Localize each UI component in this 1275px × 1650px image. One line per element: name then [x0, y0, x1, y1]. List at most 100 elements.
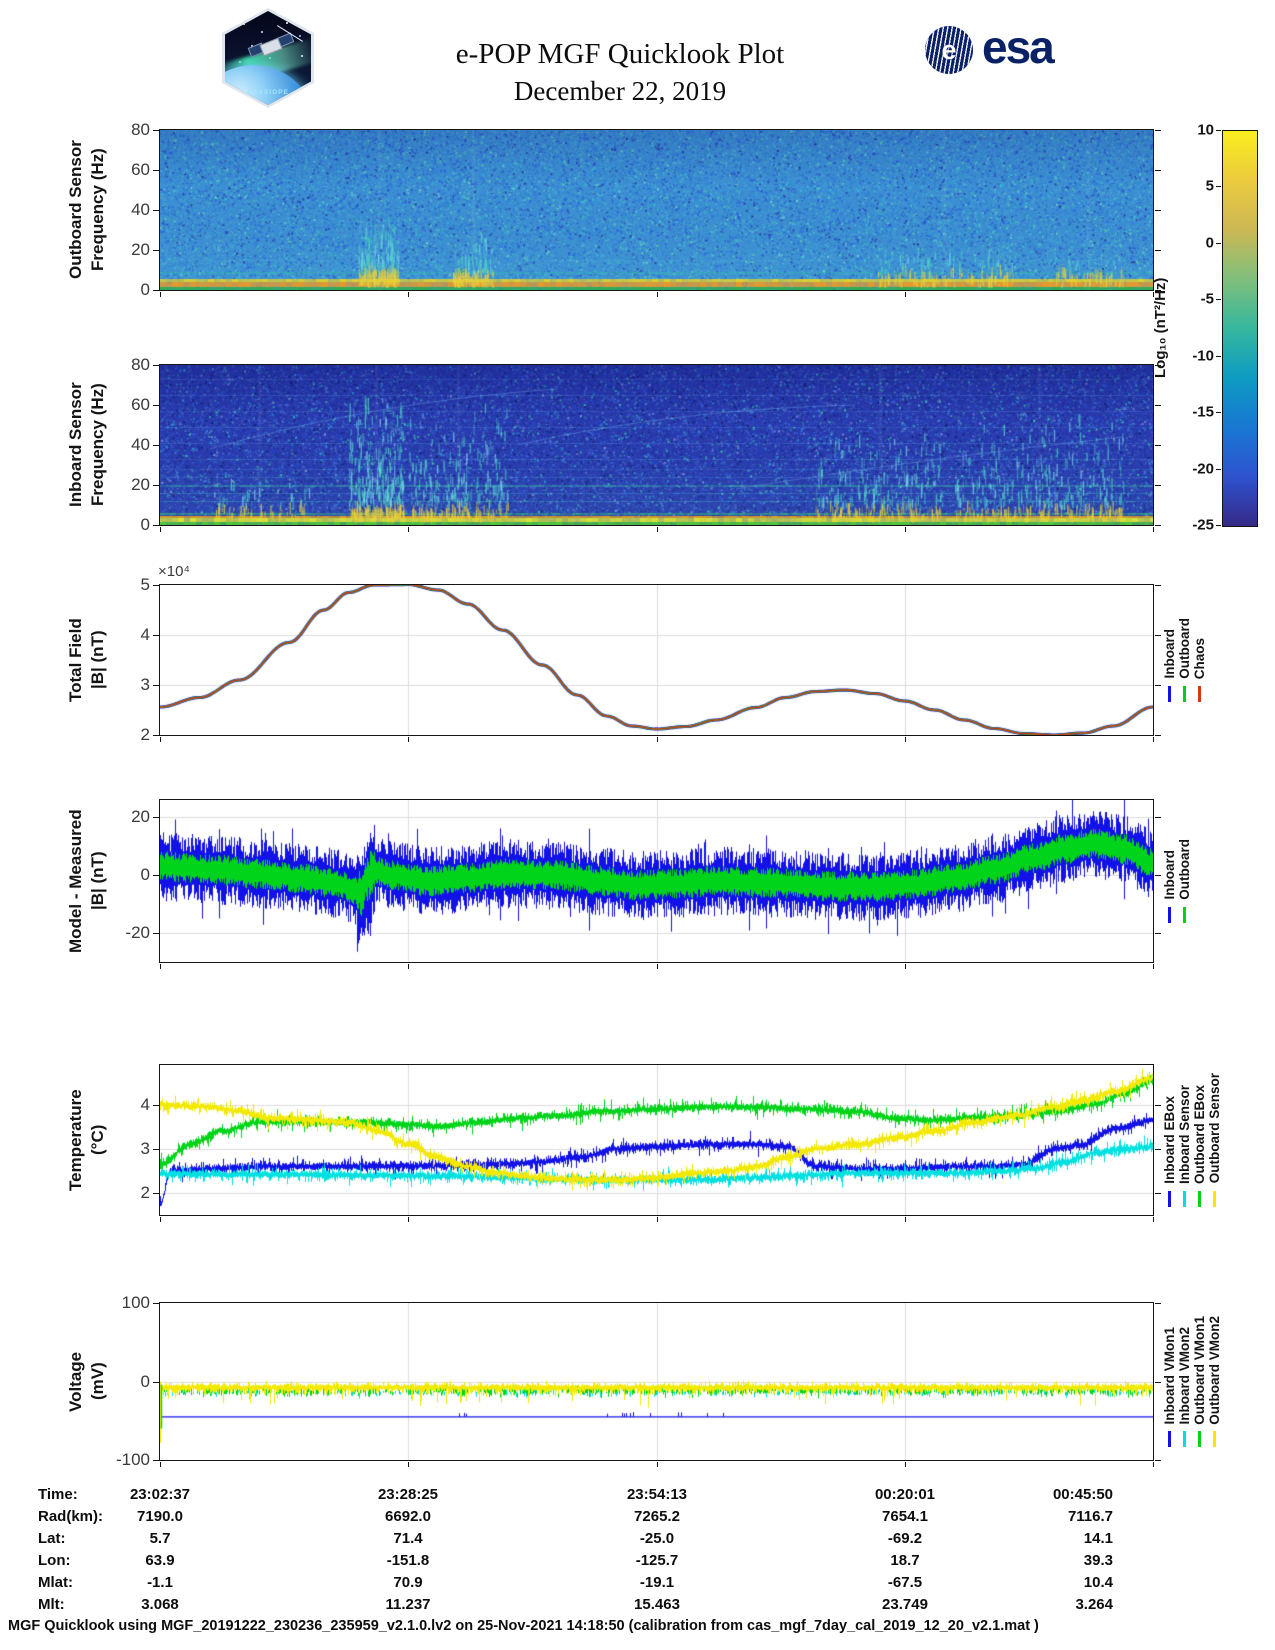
- colorbar-tick-label: 10: [1197, 121, 1214, 139]
- ytick-mark-right: [1155, 210, 1161, 211]
- table-cell: -19.1: [639, 1574, 675, 1591]
- xtick-mark: [657, 737, 658, 742]
- ytick-label-total_field-2: 3: [140, 675, 150, 694]
- esa-globe-stripes: [925, 26, 973, 74]
- colorbar-tick-label: -25: [1192, 516, 1214, 534]
- table-cell: 23.749: [882, 1596, 928, 1613]
- legend-key-swatch: [1183, 685, 1186, 702]
- patch-stars: [231, 17, 233, 19]
- ylabel-model_minus_measured-line1: Model - Measured: [66, 809, 85, 953]
- ytick-mark: [153, 635, 159, 636]
- ytick-mark-right: [1155, 250, 1161, 251]
- ytick-mark: [153, 585, 159, 586]
- ytick-mark-right: [1155, 170, 1161, 171]
- table-cell: 3.264: [1075, 1596, 1113, 1613]
- colorbar-tick-label: -15: [1192, 403, 1214, 421]
- ytick-mark-right: [1155, 365, 1161, 366]
- legend-keywrap: [1192, 685, 1207, 702]
- xtick-mark: [1153, 737, 1154, 742]
- ytick-label-total_field-3: 2: [140, 725, 150, 744]
- table-cell: 15.463: [634, 1596, 680, 1613]
- ytick-mark-right: [1155, 735, 1161, 736]
- ylabel-total_field-line1: Total Field: [66, 618, 85, 702]
- ytick-label-voltage-2: -100: [115, 1450, 150, 1469]
- ytick-mark-right: [1155, 130, 1161, 131]
- ytick-mark-right: [1155, 817, 1161, 818]
- ytick-label-voltage-1: 0: [140, 1371, 150, 1391]
- colorbar-tick-label: 5: [1205, 177, 1214, 195]
- legend-key-swatch: [1183, 906, 1186, 923]
- ytick-mark: [153, 1105, 159, 1106]
- legend-keys: [1162, 906, 1192, 923]
- temperature-canvas: [160, 1065, 1153, 1215]
- ytick-mark: [153, 290, 159, 291]
- legend-keywrap: [1162, 906, 1177, 923]
- legend-keywrap: [1192, 1431, 1207, 1448]
- page-subtitle-date: December 22, 2019: [513, 76, 727, 106]
- legend-keywrap: [1177, 685, 1192, 702]
- legend-voltage: Inboard VMon1 Inboard VMon2 Outboard VMon1…: [1162, 1303, 1272, 1460]
- table-row-label: Lat:: [38, 1530, 66, 1547]
- ytick-mark: [153, 875, 159, 876]
- legend-keywrap: [1207, 1431, 1222, 1448]
- xtick-mark: [905, 292, 906, 297]
- legend-label-voltage-1: Inboard VMon2: [1177, 1326, 1192, 1425]
- file-caption: MGF Quicklook using MGF_20191222_230236_…: [8, 1618, 1039, 1634]
- table-cell: -1.1: [147, 1574, 173, 1591]
- xtick-mark: [408, 292, 409, 297]
- ytick-mark: [153, 170, 159, 171]
- xtick-mark: [657, 292, 658, 297]
- legend-key-swatch: [1168, 1431, 1171, 1448]
- legend-inner: Inboard VMon1 Inboard VMon2 Outboard VMon1…: [1162, 1316, 1222, 1448]
- legend-inner: Inboard EBox Inboard Sensor Outboard EBox O…: [1162, 1073, 1222, 1207]
- colorbar-tick-mark: [1216, 299, 1221, 300]
- xtick-mark: [905, 1462, 906, 1467]
- xtick-mark: [1153, 1217, 1154, 1222]
- ytick-label-inboard_spectrogram-2: 40: [131, 435, 150, 454]
- ytick-label-inboard_spectrogram-1: 60: [131, 395, 150, 414]
- ytick-mark: [153, 445, 159, 446]
- legend-label-model_minus_measured-1: Outboard: [1177, 839, 1192, 900]
- ytick-label-outboard_spectrogram-1: 60: [131, 160, 150, 179]
- legend-label-temperature-2: Outboard EBox: [1192, 1084, 1207, 1184]
- ytick-mark: [153, 525, 159, 526]
- ytick-mark-right: [1155, 635, 1161, 636]
- xtick-mark: [905, 737, 906, 742]
- esa-globe-icon: e: [925, 26, 973, 74]
- ytick-label-outboard_spectrogram-4: 0: [140, 280, 150, 299]
- ytick-label-total_field-1: 4: [140, 624, 150, 644]
- legend-label-model_minus_measured-0: Inboard: [1162, 850, 1177, 900]
- outboard_spectrogram-canvas: [160, 130, 1153, 290]
- ytick-mark-right: [1155, 445, 1161, 446]
- legend-key-swatch: [1198, 1190, 1201, 1207]
- legend-keywrap: [1177, 906, 1192, 923]
- page-title: e-POP MGF Quicklook Plot: [455, 38, 785, 70]
- ytick-mark: [153, 817, 159, 818]
- legend-keywrap: [1162, 1190, 1177, 1207]
- table-cell: 7190.0: [137, 1508, 183, 1525]
- xtick-mark: [657, 527, 658, 532]
- xtick-mark: [905, 964, 906, 969]
- ytick-mark: [153, 1460, 159, 1461]
- ytick-mark: [153, 735, 159, 736]
- legend-key-swatch: [1213, 1431, 1216, 1448]
- legend-key-swatch: [1183, 1190, 1186, 1207]
- table-row-label: Time:: [38, 1486, 78, 1503]
- ytick-mark: [153, 933, 159, 934]
- table-row-label: Mlt:: [38, 1596, 65, 1613]
- xtick-mark: [408, 737, 409, 742]
- plot-area-outboard_spectrogram: [159, 129, 1154, 291]
- ytick-mark-right: [1155, 685, 1161, 686]
- ytick-mark: [153, 1149, 159, 1150]
- legend-keywrap: [1207, 1190, 1222, 1207]
- ytick-mark-right: [1155, 1382, 1161, 1383]
- ytick-mark-right: [1155, 1303, 1161, 1304]
- table-cell: 39.3: [1083, 1552, 1113, 1569]
- xtick-mark: [1153, 527, 1154, 532]
- plot-area-inboard_spectrogram: [159, 364, 1154, 526]
- xtick-mark: [160, 527, 161, 532]
- axis-scale-exponent: ×10⁴: [158, 563, 190, 580]
- voltage-canvas: [160, 1303, 1153, 1460]
- legend-total_field: Inboard Outboard Chaos: [1162, 585, 1272, 735]
- legend-model_minus_measured: Inboard Outboard: [1162, 800, 1272, 962]
